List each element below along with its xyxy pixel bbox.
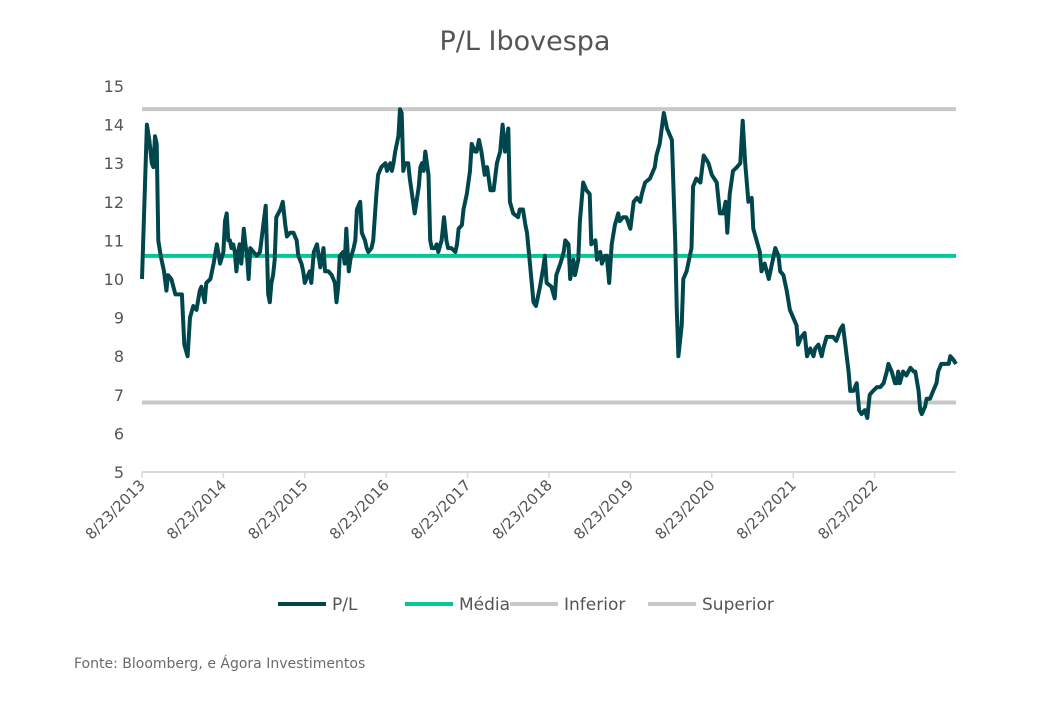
legend-label: P/L bbox=[332, 595, 358, 615]
series-line-pl bbox=[140, 107, 958, 420]
legend-label: Superior bbox=[702, 595, 774, 615]
legend-label: Inferior bbox=[564, 595, 625, 615]
x-tick-label: 8/23/2015 bbox=[245, 476, 312, 543]
x-tick-label: 8/23/2022 bbox=[814, 476, 881, 543]
y-tick-label: 5 bbox=[114, 463, 124, 482]
y-tick-label: 9 bbox=[114, 309, 124, 328]
y-tick-label: 12 bbox=[104, 193, 124, 212]
chart-title: P/L Ibovespa bbox=[440, 26, 611, 57]
x-tick-label: 8/23/2013 bbox=[82, 476, 149, 543]
source-note: Fonte: Bloomberg, e Ágora Investimentos bbox=[74, 655, 365, 672]
x-tick-label: 8/23/2019 bbox=[570, 476, 637, 543]
reference-lines bbox=[142, 107, 956, 405]
y-tick-label: 15 bbox=[104, 77, 124, 96]
y-axis: 5 6 7 8 9 10 11 12 13 14 15 bbox=[104, 77, 124, 482]
y-tick-label: 6 bbox=[114, 424, 124, 443]
series-lines bbox=[140, 107, 958, 420]
x-tick-label: 8/23/2021 bbox=[733, 476, 800, 543]
legend-label: Média bbox=[459, 595, 510, 615]
x-tick-label: 8/23/2020 bbox=[652, 476, 719, 543]
x-tick-label: 8/23/2018 bbox=[489, 476, 556, 543]
x-axis: 8/23/2013 8/23/2014 8/23/2015 8/23/2016 8/23… bbox=[82, 471, 956, 543]
y-tick-label: 8 bbox=[114, 347, 124, 366]
x-tick-label: 8/23/2014 bbox=[163, 476, 230, 543]
legend: P/L Média Inferior Superior bbox=[278, 595, 774, 615]
y-tick-label: 14 bbox=[104, 116, 124, 135]
y-tick-label: 7 bbox=[114, 386, 124, 405]
x-tick-label: 8/23/2017 bbox=[407, 476, 474, 543]
x-tick-label: 8/23/2016 bbox=[326, 476, 393, 543]
y-tick-label: 13 bbox=[104, 154, 124, 173]
y-tick-label: 11 bbox=[104, 231, 124, 250]
y-tick-label: 10 bbox=[104, 270, 124, 289]
